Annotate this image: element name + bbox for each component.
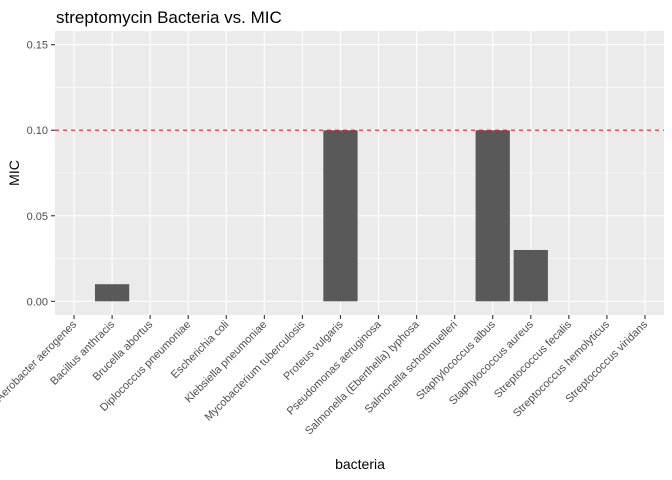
y-tick-label: 0.05	[27, 211, 48, 223]
bars	[94, 130, 548, 302]
bar	[94, 284, 130, 302]
y-axis-title: MIC	[6, 160, 22, 186]
y-tick-label: 0.15	[27, 40, 48, 52]
chart-title: streptomycin Bacteria vs. MIC	[56, 8, 282, 27]
y-tick-label: 0.00	[27, 296, 48, 308]
bar	[323, 130, 358, 302]
y-tick-label: 0.10	[27, 125, 48, 137]
bar	[475, 130, 510, 302]
x-tick-label: Bacillus anthracis	[48, 318, 117, 387]
x-axis-title: bacteria	[335, 456, 385, 472]
bar	[513, 249, 548, 302]
y-axis-ticks: 0.00 0.05 0.10 0.15	[27, 40, 55, 308]
